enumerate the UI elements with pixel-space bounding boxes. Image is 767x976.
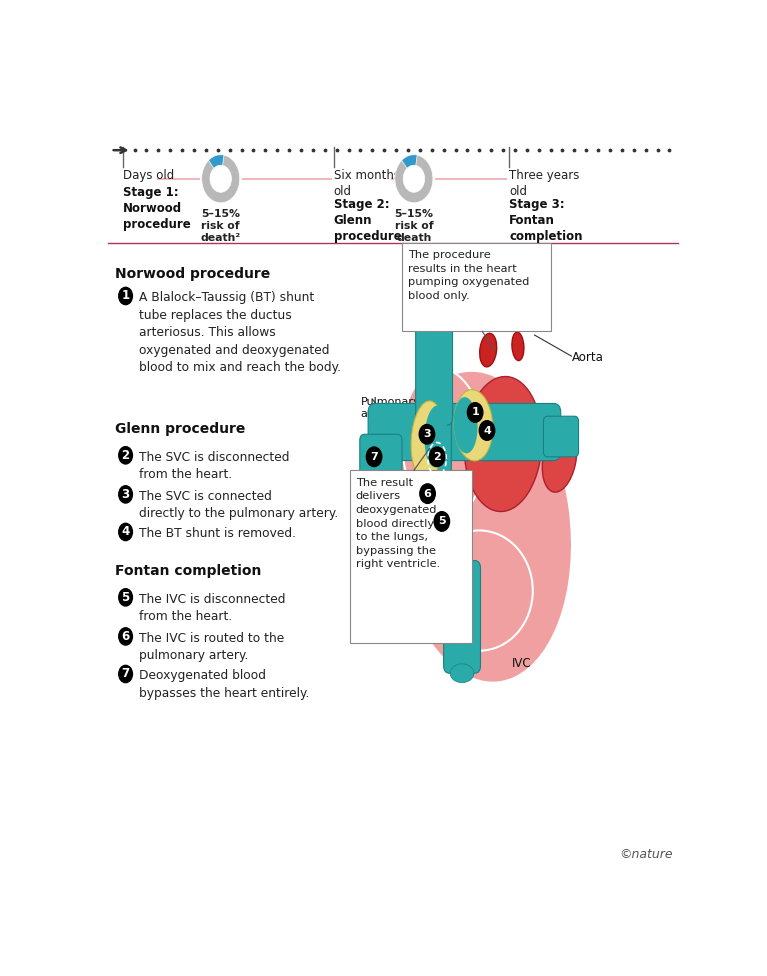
Text: Days old: Days old (123, 169, 174, 182)
Ellipse shape (479, 334, 497, 367)
Text: Stage 3:: Stage 3: (509, 197, 565, 211)
Ellipse shape (434, 500, 451, 549)
Text: Stage 1:: Stage 1: (123, 185, 178, 198)
Circle shape (119, 589, 133, 606)
Ellipse shape (450, 664, 474, 682)
Wedge shape (402, 155, 417, 169)
Text: Deoxygenated blood
bypasses the heart entirely.: Deoxygenated blood bypasses the heart en… (140, 670, 310, 700)
Text: Norwood
procedure: Norwood procedure (123, 202, 190, 231)
Text: 2: 2 (121, 449, 130, 462)
Ellipse shape (421, 295, 447, 311)
Ellipse shape (464, 377, 542, 511)
Text: 5: 5 (438, 516, 446, 526)
Text: Glenn procedure: Glenn procedure (116, 423, 246, 436)
Text: The SVC is disconnected
from the heart.: The SVC is disconnected from the heart. (140, 451, 290, 481)
Ellipse shape (402, 369, 486, 519)
Circle shape (119, 287, 133, 305)
Circle shape (430, 447, 445, 467)
Text: 5–15%
risk of
death²: 5–15% risk of death² (201, 209, 241, 243)
FancyBboxPatch shape (360, 434, 402, 476)
FancyBboxPatch shape (416, 302, 453, 426)
Ellipse shape (425, 406, 447, 468)
Circle shape (119, 666, 133, 682)
Text: Six months
old: Six months old (334, 169, 400, 198)
Text: ©nature: ©nature (619, 848, 673, 861)
Text: The IVC is disconnected
from the heart.: The IVC is disconnected from the heart. (140, 592, 286, 624)
Text: The SVC is connected
directly to the pulmonary artery.: The SVC is connected directly to the pul… (140, 490, 338, 520)
Text: IVC: IVC (512, 657, 532, 670)
Text: The procedure
results in the heart
pumping oxygenated
blood only.: The procedure results in the heart pumpi… (408, 250, 529, 301)
Text: Fontan completion: Fontan completion (116, 564, 262, 578)
FancyBboxPatch shape (443, 560, 480, 673)
Wedge shape (202, 154, 240, 203)
Wedge shape (209, 155, 224, 169)
Text: Stage 2:: Stage 2: (334, 197, 390, 211)
Circle shape (119, 486, 133, 503)
Text: 7: 7 (370, 452, 378, 462)
FancyBboxPatch shape (544, 416, 578, 457)
Circle shape (119, 523, 133, 541)
Ellipse shape (426, 531, 533, 651)
Ellipse shape (542, 426, 577, 492)
Circle shape (467, 403, 483, 423)
Text: The IVC is routed to the
pulmonary artery.: The IVC is routed to the pulmonary arter… (140, 631, 285, 663)
Text: 4: 4 (483, 426, 491, 435)
Circle shape (119, 628, 133, 645)
Text: Pulmonary
artery: Pulmonary artery (360, 396, 420, 419)
FancyBboxPatch shape (368, 403, 561, 461)
Text: Aorta: Aorta (571, 351, 604, 364)
Text: Three years
old: Three years old (509, 169, 579, 198)
Circle shape (420, 425, 435, 444)
Text: A Blalock–Taussig (BT) shunt
tube replaces the ductus
arteriosus. This allows
ox: A Blalock–Taussig (BT) shunt tube replac… (140, 292, 341, 375)
Text: The result
delivers
deoxygenated
blood directly
to the lungs,
bypassing the
righ: The result delivers deoxygenated blood d… (356, 478, 440, 569)
Ellipse shape (392, 370, 573, 683)
Circle shape (119, 447, 133, 464)
Text: 6: 6 (423, 489, 432, 499)
FancyBboxPatch shape (350, 470, 472, 643)
Circle shape (367, 447, 382, 467)
Wedge shape (395, 154, 433, 203)
Text: 7: 7 (121, 668, 130, 680)
Text: 3: 3 (121, 488, 130, 501)
Ellipse shape (454, 389, 492, 461)
Circle shape (420, 484, 436, 504)
Text: 6: 6 (121, 630, 130, 643)
Text: 2: 2 (433, 452, 441, 462)
Text: Glenn
procedure: Glenn procedure (334, 214, 401, 243)
FancyBboxPatch shape (417, 404, 451, 503)
FancyBboxPatch shape (402, 243, 551, 331)
Circle shape (434, 511, 449, 531)
Text: 1: 1 (121, 290, 130, 303)
Ellipse shape (422, 491, 449, 554)
Text: Fontan
completion: Fontan completion (509, 214, 582, 243)
Text: The BT shunt is removed.: The BT shunt is removed. (140, 527, 296, 541)
Text: 5–15%
risk of
death: 5–15% risk of death (394, 209, 433, 243)
Text: 5: 5 (121, 590, 130, 604)
Text: SVC: SVC (410, 284, 434, 298)
Text: 4: 4 (121, 525, 130, 539)
Text: 1: 1 (471, 407, 479, 418)
Ellipse shape (512, 332, 524, 360)
Text: Norwood procedure: Norwood procedure (116, 267, 271, 281)
Ellipse shape (411, 401, 444, 479)
Ellipse shape (453, 397, 478, 454)
Circle shape (479, 421, 495, 440)
Text: 3: 3 (423, 429, 431, 439)
